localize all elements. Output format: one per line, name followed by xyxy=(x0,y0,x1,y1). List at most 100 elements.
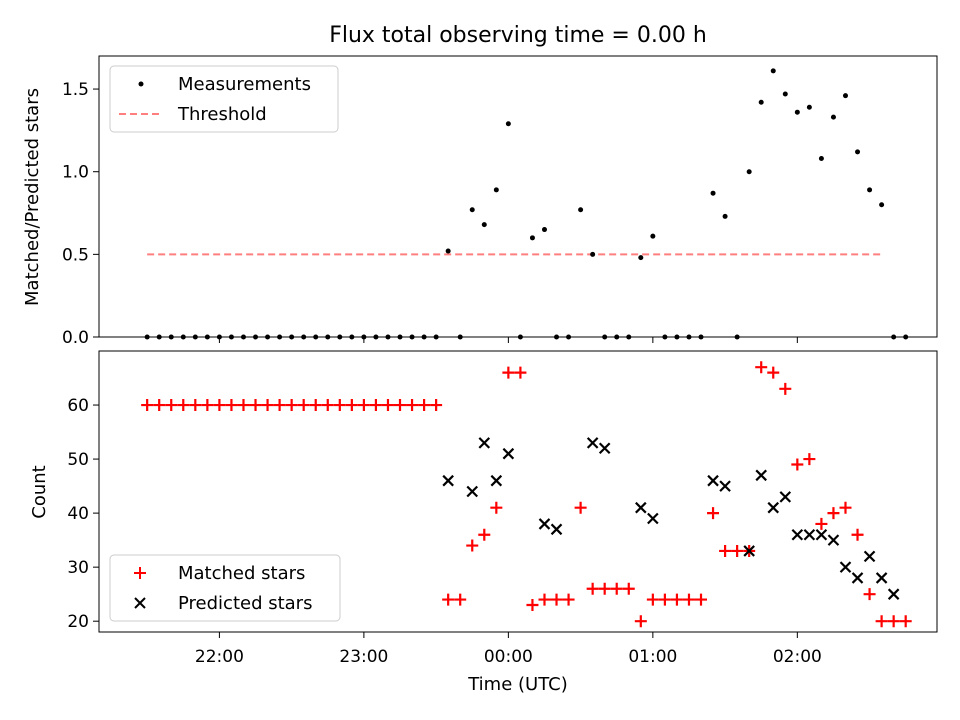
matched-star-point xyxy=(514,366,527,379)
predicted-star-point xyxy=(863,550,876,563)
matched-star-point xyxy=(381,399,394,412)
bottom-y-tick-label: 40 xyxy=(67,504,89,524)
matched-star-point xyxy=(406,399,419,412)
measurement-point xyxy=(903,334,909,340)
bottom-y-tick-label: 20 xyxy=(67,612,89,632)
matched-star-point xyxy=(357,399,370,412)
top-legend-box xyxy=(109,65,339,133)
measurement-point xyxy=(156,334,162,340)
x-tick-label: 23:00 xyxy=(339,647,388,667)
matched-star-point xyxy=(285,399,298,412)
predicted-star-point xyxy=(490,474,503,487)
predicted-star-point xyxy=(755,469,767,482)
x-axis-label: Time (UTC) xyxy=(467,674,568,695)
predicted-star-point xyxy=(815,528,828,541)
matched-star-point xyxy=(887,615,900,628)
predicted-star-point xyxy=(887,588,900,600)
measurement-point xyxy=(180,334,186,340)
matched-star-point xyxy=(839,501,852,514)
matched-star-point xyxy=(177,399,190,412)
bottom-legend-box xyxy=(109,554,341,622)
measurement-point xyxy=(253,334,259,340)
measurement-point xyxy=(590,251,596,257)
measurement-point xyxy=(228,334,234,340)
measurement-point xyxy=(529,235,535,241)
measurement-point xyxy=(662,334,668,340)
measurement-point xyxy=(891,334,897,340)
measurement-point xyxy=(855,149,861,155)
measurement-point xyxy=(385,334,391,340)
measurement-point xyxy=(168,334,174,340)
measurement-point xyxy=(578,207,584,213)
matched-star-point xyxy=(863,588,876,601)
matched-star-point xyxy=(189,399,202,412)
top-legend: Measurements Threshold xyxy=(109,65,339,133)
legend-measurements-marker xyxy=(138,81,144,87)
measurement-point xyxy=(469,207,475,213)
matched-star-point xyxy=(646,593,659,606)
predicted-star-point xyxy=(586,437,599,449)
matched-star-point xyxy=(707,507,720,520)
measurement-point xyxy=(650,233,656,239)
matched-star-point xyxy=(478,528,491,541)
matched-star-point xyxy=(791,458,804,471)
predicted-star-point xyxy=(779,491,792,503)
measurement-point xyxy=(638,255,644,261)
legend-matched-marker xyxy=(134,567,146,579)
matched-star-point xyxy=(634,615,647,628)
measurement-point xyxy=(481,222,487,228)
matched-star-point xyxy=(430,399,443,412)
predicted-star-point xyxy=(442,474,454,487)
matched-star-point xyxy=(827,507,840,520)
predicted-star-point xyxy=(466,485,479,498)
predicted-star-point xyxy=(803,528,816,541)
matched-star-point xyxy=(574,501,587,514)
matched-star-point xyxy=(297,399,310,412)
matched-star-point xyxy=(899,615,912,628)
measurement-point xyxy=(794,109,800,115)
matched-star-point xyxy=(213,399,226,412)
bottom-y-axis-label: Count xyxy=(29,465,50,518)
bottom-y-tick-label: 50 xyxy=(67,450,89,470)
predicted-star-point xyxy=(827,534,840,546)
predicted-star-point xyxy=(743,545,755,557)
measurement-point xyxy=(240,334,246,340)
matched-star-point xyxy=(779,382,792,395)
matched-star-point xyxy=(875,615,888,628)
predicted-star-point xyxy=(767,501,780,514)
bottom-plot-frame xyxy=(98,350,938,633)
measurement-point xyxy=(602,334,608,340)
measurement-point xyxy=(265,334,271,340)
measurement-point xyxy=(192,334,198,340)
matched-star-point xyxy=(201,399,214,412)
matched-star-point xyxy=(658,593,671,606)
measurement-point xyxy=(614,334,620,340)
measurement-point xyxy=(144,334,150,340)
measurement-point xyxy=(409,334,415,340)
legend-threshold-label: Threshold xyxy=(177,104,267,125)
matched-star-point xyxy=(490,501,503,514)
measurement-point xyxy=(554,334,560,340)
matched-star-point xyxy=(345,399,358,412)
measurement-point xyxy=(505,121,511,127)
matched-star-point xyxy=(249,399,262,412)
x-tick-label: 01:00 xyxy=(628,647,677,667)
measurement-point xyxy=(216,334,222,340)
measurement-point xyxy=(626,334,632,340)
top-y-axis-label: Matched/Predicted stars xyxy=(22,88,43,306)
measurement-point xyxy=(674,334,680,340)
predicted-star-point xyxy=(538,518,551,530)
bottom-panel: 20 30 40 50 60 22:00 23:00 00:00 01:00 02:00 Coun… xyxy=(29,350,938,695)
matched-star-point xyxy=(273,399,286,412)
matched-star-point xyxy=(153,399,166,412)
measurement-point xyxy=(277,334,283,340)
matched-star-point xyxy=(682,593,695,606)
predicted-star-point xyxy=(851,572,864,584)
measurement-point xyxy=(421,334,427,340)
measurement-point xyxy=(566,334,572,340)
predicted-star-point xyxy=(839,561,852,573)
bottom-legend: Matched stars Predicted stars xyxy=(109,554,341,622)
matched-star-point xyxy=(309,399,322,412)
top-panel: 0.0 0.5 1.0 1.5 Matched/Predicted stars Mea… xyxy=(22,55,938,348)
bottom-y-tick-label: 60 xyxy=(67,396,89,416)
